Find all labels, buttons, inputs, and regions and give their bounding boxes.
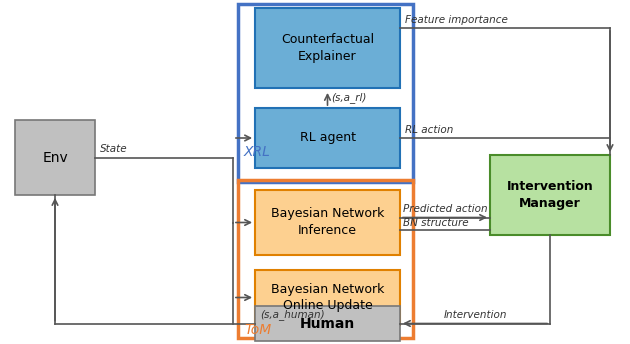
Text: BN structure: BN structure [403,217,469,227]
Text: ToM: ToM [244,323,272,337]
Bar [490,155,610,235]
Text: Bayesian Network
Inference: Bayesian Network Inference [271,207,384,237]
Bar [255,270,400,325]
Bar [255,306,400,341]
Text: Human: Human [300,316,355,331]
Text: Intervention: Intervention [444,311,507,321]
Text: State: State [100,143,128,153]
Text: XRL: XRL [244,145,271,159]
Bar [255,108,400,168]
Text: Counterfactual
Explainer: Counterfactual Explainer [281,33,374,63]
Text: RL agent: RL agent [299,131,355,144]
Text: Intervention
Manager: Intervention Manager [507,180,593,210]
Text: (s,a_human): (s,a_human) [260,310,324,321]
Text: Bayesian Network
Online Update: Bayesian Network Online Update [271,282,384,312]
Bar [238,180,413,338]
Bar [238,4,413,182]
Text: (s,a_rl): (s,a_rl) [331,93,367,104]
Text: Predicted action: Predicted action [403,204,488,215]
Text: Env: Env [42,151,68,164]
Bar [255,8,400,88]
Bar [255,190,400,255]
Text: RL action: RL action [405,125,454,135]
Text: Feature importance: Feature importance [405,15,508,25]
Bar [15,120,95,195]
